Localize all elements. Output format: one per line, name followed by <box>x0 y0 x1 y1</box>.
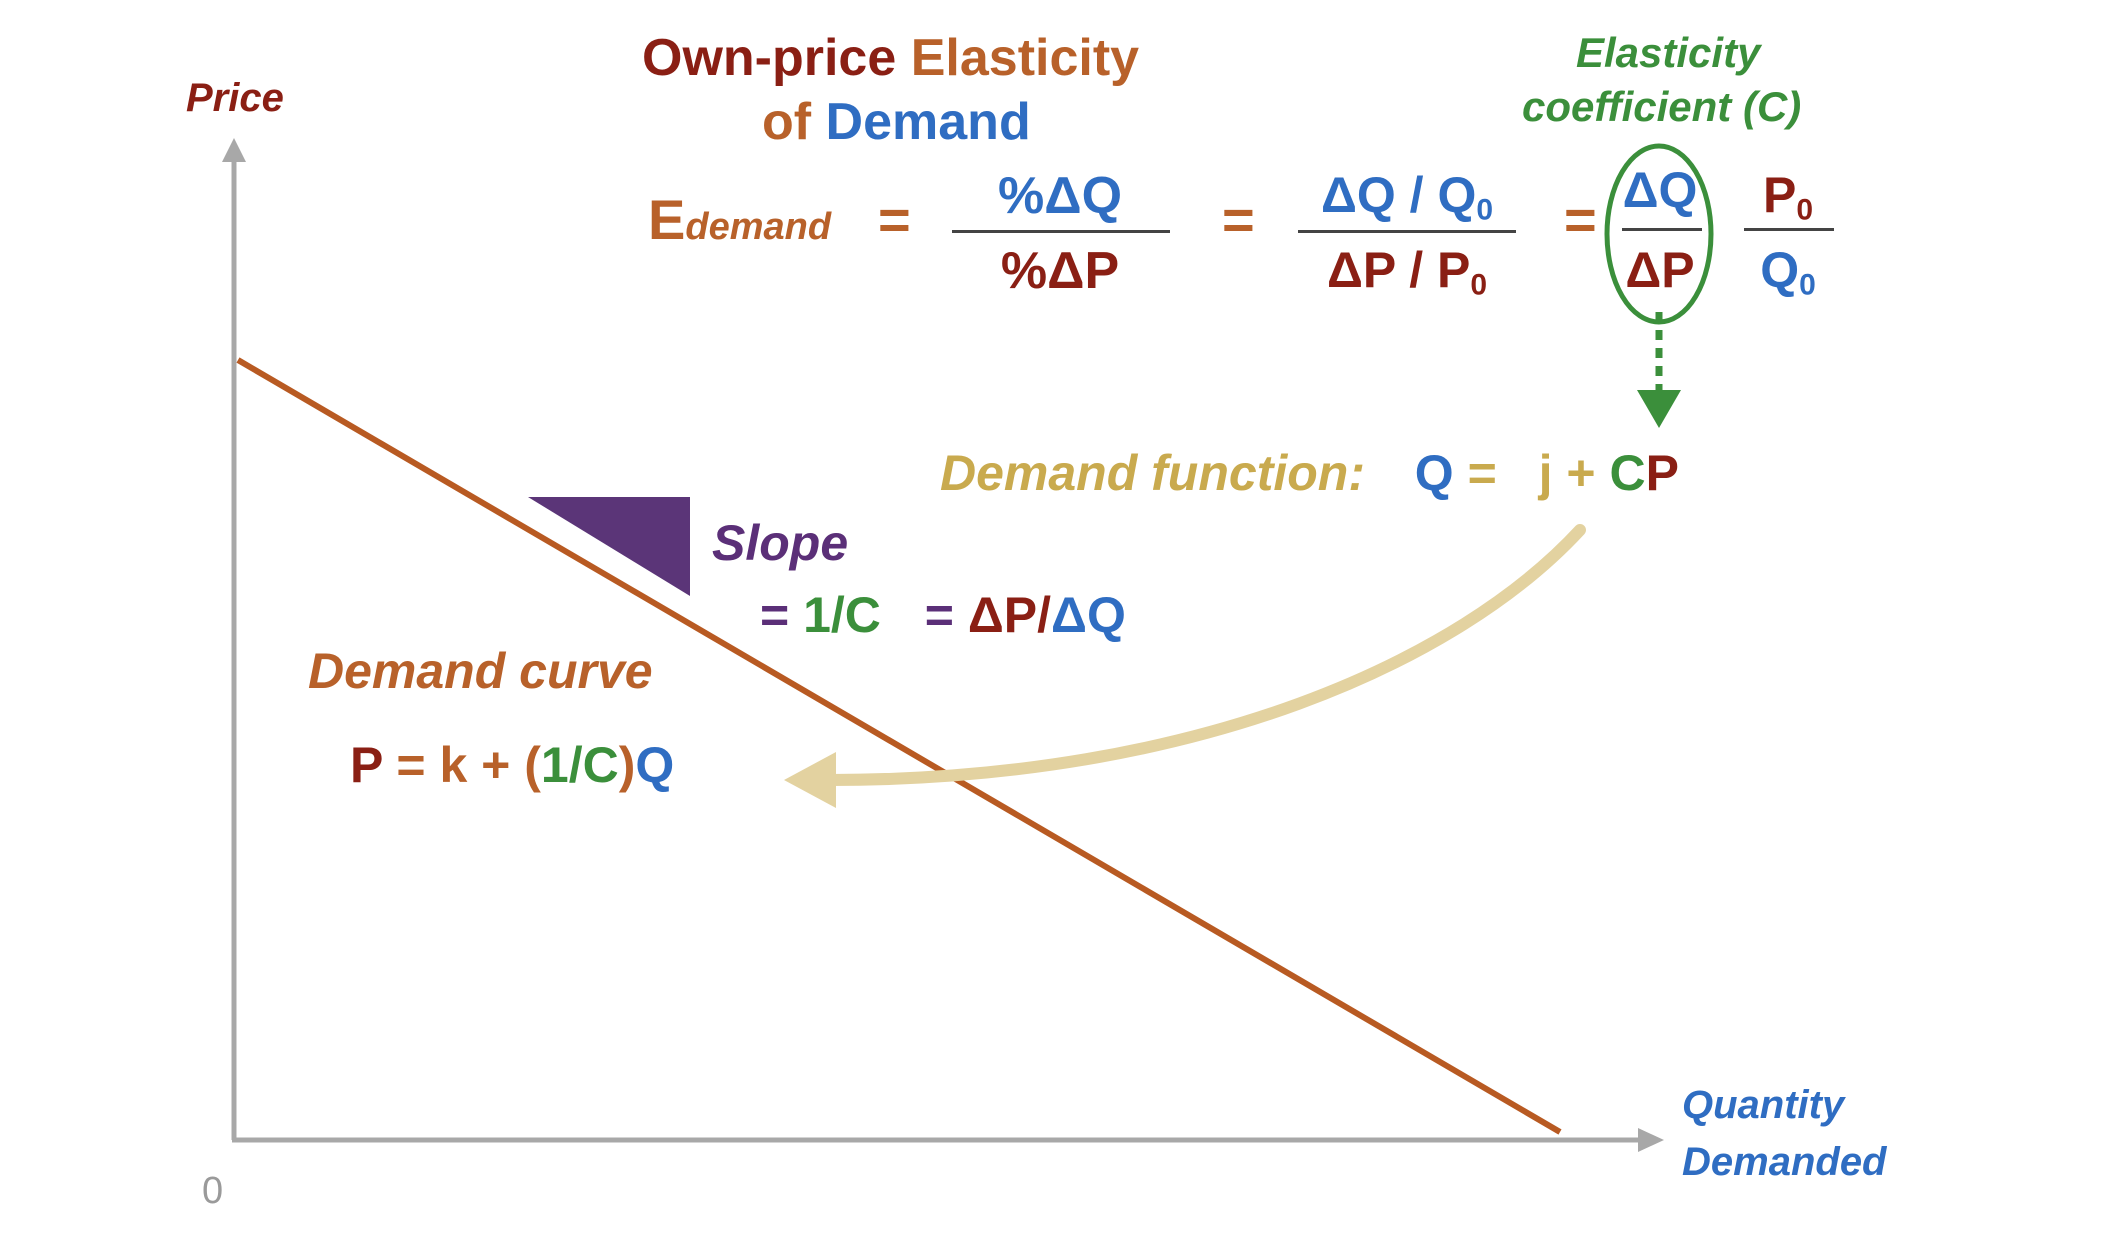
elasticity-coefficient-label-line1: Elasticity <box>1576 29 1761 76</box>
demand-function-Q: Q <box>1414 445 1454 501</box>
fraction-point-den-wrap: Q0 <box>1740 245 1836 301</box>
demand-function-P: P <box>1645 445 1679 501</box>
x-axis-arrowhead <box>1638 1128 1664 1152</box>
demand-function-equals: = <box>1467 445 1497 501</box>
demand-function-j-plus: j + <box>1538 445 1596 501</box>
demand-curve-equation: P = k + (1/C)Q <box>350 740 674 790</box>
equation-lhs: Edemand <box>648 192 831 248</box>
equation-E-subscript: demand <box>685 206 832 248</box>
demand-curve-one-over-C: 1/C <box>540 737 619 793</box>
fraction-point-num-wrap: P0 <box>1740 170 1836 226</box>
x-axis-label-line2: Demanded <box>1682 1140 1887 1184</box>
origin-label: 0 <box>202 1170 224 1212</box>
fraction-point-numerator: P0 <box>1762 167 1814 227</box>
fraction-percent-denominator: %ΔP <box>1000 242 1120 300</box>
y-axis-label: Price <box>186 76 284 120</box>
fraction-coefficient-bar <box>1622 228 1702 231</box>
fraction-percent-bar <box>952 230 1170 233</box>
slope-equals-1: = <box>760 587 790 643</box>
fraction-ratio-denominator: ΔP / P0 <box>1326 242 1488 302</box>
fraction-coefficient-denominator: ΔP <box>1625 242 1695 298</box>
slope-dQ: ΔQ <box>1051 587 1126 643</box>
fraction-coefficient-num-wrap: ΔQ <box>1614 165 1706 215</box>
slope-label: Slope <box>712 515 849 571</box>
demand-function: Demand function: Q = j + CP <box>940 448 1679 498</box>
fraction-ratio-num-wrap: ΔQ / Q0 <box>1298 170 1516 226</box>
curved-arrow-body <box>824 524 1586 786</box>
demand-curve-eq-k-plus: = k + <box>396 737 511 793</box>
slope-equation: = 1/C = ΔP/ΔQ <box>760 590 1126 640</box>
equation-E: E <box>648 188 686 251</box>
slope-equals-2: = <box>924 587 954 643</box>
fraction-percent-den-wrap: %ΔP <box>950 245 1170 297</box>
demand-curve-P: P <box>350 737 383 793</box>
demand-function-label: Demand function: <box>940 445 1365 501</box>
x-axis-label-line1: Quantity <box>1682 1083 1845 1127</box>
elasticity-coefficient-label-line2: coefficient (C) <box>1522 83 1802 130</box>
demand-curve-Q: Q <box>635 737 675 793</box>
fraction-point-denominator: Q0 <box>1760 242 1816 302</box>
dotted-arrow-head <box>1637 390 1681 428</box>
equation-equals-1: = <box>878 188 911 251</box>
equation-equals-3: = <box>1564 188 1597 251</box>
demand-function-C: C <box>1609 445 1646 501</box>
slope-one-over-C: 1/C <box>803 587 881 643</box>
title-line1: Own-price Elasticity <box>642 32 1139 84</box>
slope-triangle <box>528 497 690 596</box>
slope-dP: ΔP/ <box>967 587 1052 643</box>
fraction-coefficient-numerator: ΔQ <box>1622 162 1698 218</box>
curved-arrow-head <box>784 752 836 808</box>
fraction-percent: %ΔQ <box>950 170 1170 222</box>
fraction-ratio-bar <box>1298 230 1516 233</box>
demand-curve-line <box>236 357 1562 1135</box>
title-elasticity: Elasticity <box>910 29 1140 87</box>
fraction-percent-numerator: %ΔQ <box>997 167 1123 225</box>
title-own-price: Own-price <box>642 29 897 87</box>
equation-equals-2: = <box>1222 188 1255 251</box>
demand-curve-paren-open: ( <box>524 737 541 793</box>
fraction-ratio-numerator: ΔQ / Q0 <box>1320 167 1494 227</box>
fraction-coefficient-den-wrap: ΔP <box>1614 245 1706 295</box>
demand-curve-label: Demand curve <box>308 643 653 699</box>
title-demand: Demand <box>825 93 1031 151</box>
y-axis-arrowhead <box>222 138 246 162</box>
fraction-ratio-den-wrap: ΔP / P0 <box>1298 245 1516 301</box>
title-of: of <box>762 93 812 151</box>
demand-curve-paren-close: ) <box>618 737 636 793</box>
title-line2: of Demand <box>762 96 1031 148</box>
fraction-point-bar <box>1744 228 1834 231</box>
